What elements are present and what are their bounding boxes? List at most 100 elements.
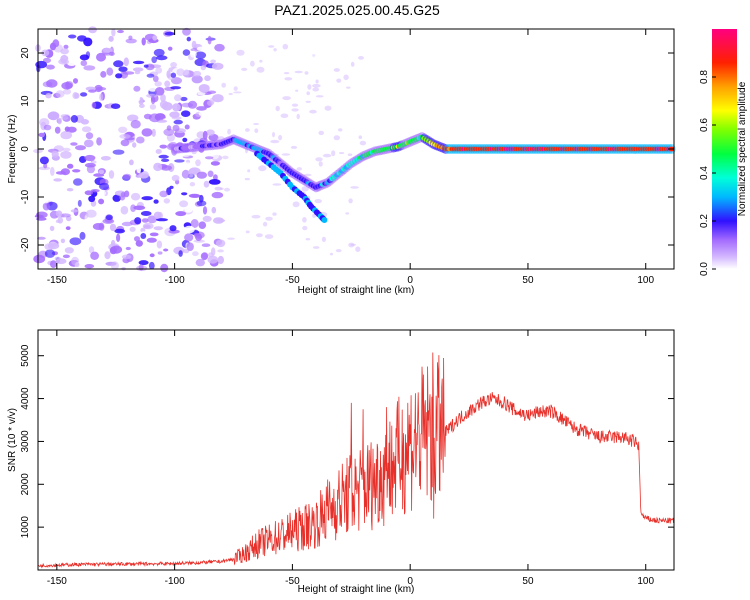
noise-blob — [132, 60, 145, 65]
noise-blob — [181, 192, 188, 196]
noise-blob — [359, 140, 367, 146]
noise-blob — [262, 221, 268, 227]
noise-blob — [256, 233, 263, 238]
noise-blob — [318, 130, 325, 136]
noise-blob — [272, 183, 282, 186]
noise-blob — [193, 239, 205, 243]
noise-blob — [181, 110, 191, 117]
noise-blob — [207, 35, 212, 45]
noise-blob — [308, 52, 314, 56]
noise-blob — [350, 173, 357, 178]
noise-blob — [66, 58, 78, 66]
noise-blob — [210, 59, 217, 64]
noise-blob — [338, 152, 345, 154]
noise-blob — [80, 60, 88, 67]
noise-blob — [108, 35, 114, 42]
noise-blob — [45, 93, 52, 99]
noise-blob — [169, 111, 180, 118]
noise-blob — [160, 263, 169, 273]
noise-blob — [324, 105, 332, 111]
noise-blob — [100, 71, 107, 78]
noise-blob — [195, 258, 205, 267]
noise-blob — [114, 228, 125, 234]
noise-blob — [110, 261, 119, 270]
noise-blob — [83, 37, 93, 47]
noise-blob — [215, 239, 226, 248]
noise-blob — [228, 92, 233, 96]
noise-blob — [181, 162, 192, 166]
noise-blob — [166, 134, 175, 142]
noise-blob — [153, 162, 163, 172]
noise-blob — [155, 55, 168, 61]
noise-blob — [206, 100, 214, 106]
noise-blob — [129, 159, 134, 166]
spectrogram-y-label: Frequency (Hz) — [7, 115, 18, 184]
noise-blob — [158, 154, 169, 159]
noise-blob — [77, 199, 82, 207]
noise-blob — [355, 246, 361, 252]
x-tick-label: 100 — [637, 576, 654, 587]
noise-blob — [358, 56, 364, 60]
x-tick-label: -50 — [285, 576, 300, 587]
noise-blob — [290, 145, 298, 149]
noise-blob — [65, 226, 71, 231]
noise-blob — [38, 166, 51, 171]
y-tick-label: 2000 — [20, 473, 31, 496]
noise-blob — [152, 35, 158, 41]
noise-blob — [111, 28, 116, 37]
noise-blob — [302, 217, 307, 223]
noise-blob — [196, 171, 207, 179]
noise-blob — [120, 191, 126, 198]
noise-blob — [46, 79, 58, 88]
noise-blob — [312, 246, 320, 249]
noise-blob — [309, 109, 317, 114]
noise-blob — [343, 248, 351, 255]
noise-blob — [127, 114, 139, 122]
noise-blob — [163, 248, 169, 252]
noise-blob — [282, 184, 287, 190]
noise-blob — [194, 51, 207, 60]
noise-blob — [175, 211, 187, 217]
noise-blob — [141, 128, 153, 137]
noise-blob — [220, 187, 224, 190]
noise-blob — [70, 209, 79, 213]
noise-blob — [156, 240, 163, 249]
noise-blob — [151, 56, 157, 64]
noise-blob — [211, 62, 224, 70]
noise-blob — [70, 142, 78, 146]
colorbar-tick-label: 0.2 — [699, 214, 710, 228]
noise-blob — [333, 135, 340, 141]
noise-blob — [125, 38, 137, 44]
noise-blob — [60, 48, 69, 55]
noise-blob — [314, 199, 322, 204]
y-tick-label: -10 — [20, 189, 31, 204]
noise-blob — [275, 105, 280, 112]
noise-blob — [214, 43, 225, 52]
noise-blob — [201, 243, 211, 247]
noise-blob — [84, 154, 96, 162]
noise-blob — [37, 236, 46, 240]
noise-blob — [196, 200, 207, 207]
noise-blob — [192, 251, 199, 257]
noise-blob — [140, 211, 152, 216]
noise-blob — [167, 46, 173, 51]
y-tick-label: 1000 — [20, 516, 31, 539]
noise-blob — [146, 93, 158, 98]
noise-blob — [338, 128, 343, 132]
noise-blob — [277, 229, 287, 235]
noise-blob — [264, 234, 274, 240]
noise-blob — [162, 58, 171, 65]
noise-blob — [350, 61, 355, 67]
noise-blob — [98, 190, 106, 196]
noise-blob — [258, 165, 267, 172]
noise-blob — [312, 87, 320, 92]
noise-blob — [256, 66, 265, 73]
noise-blob — [217, 255, 224, 265]
noise-blob — [291, 108, 299, 112]
noise-blob — [123, 57, 129, 67]
snr-y-label: SNR (10 * v/v) — [7, 408, 18, 472]
noise-blob — [146, 237, 157, 243]
noise-blob — [57, 117, 62, 125]
noise-blob — [184, 124, 190, 130]
noise-blob — [315, 79, 319, 84]
